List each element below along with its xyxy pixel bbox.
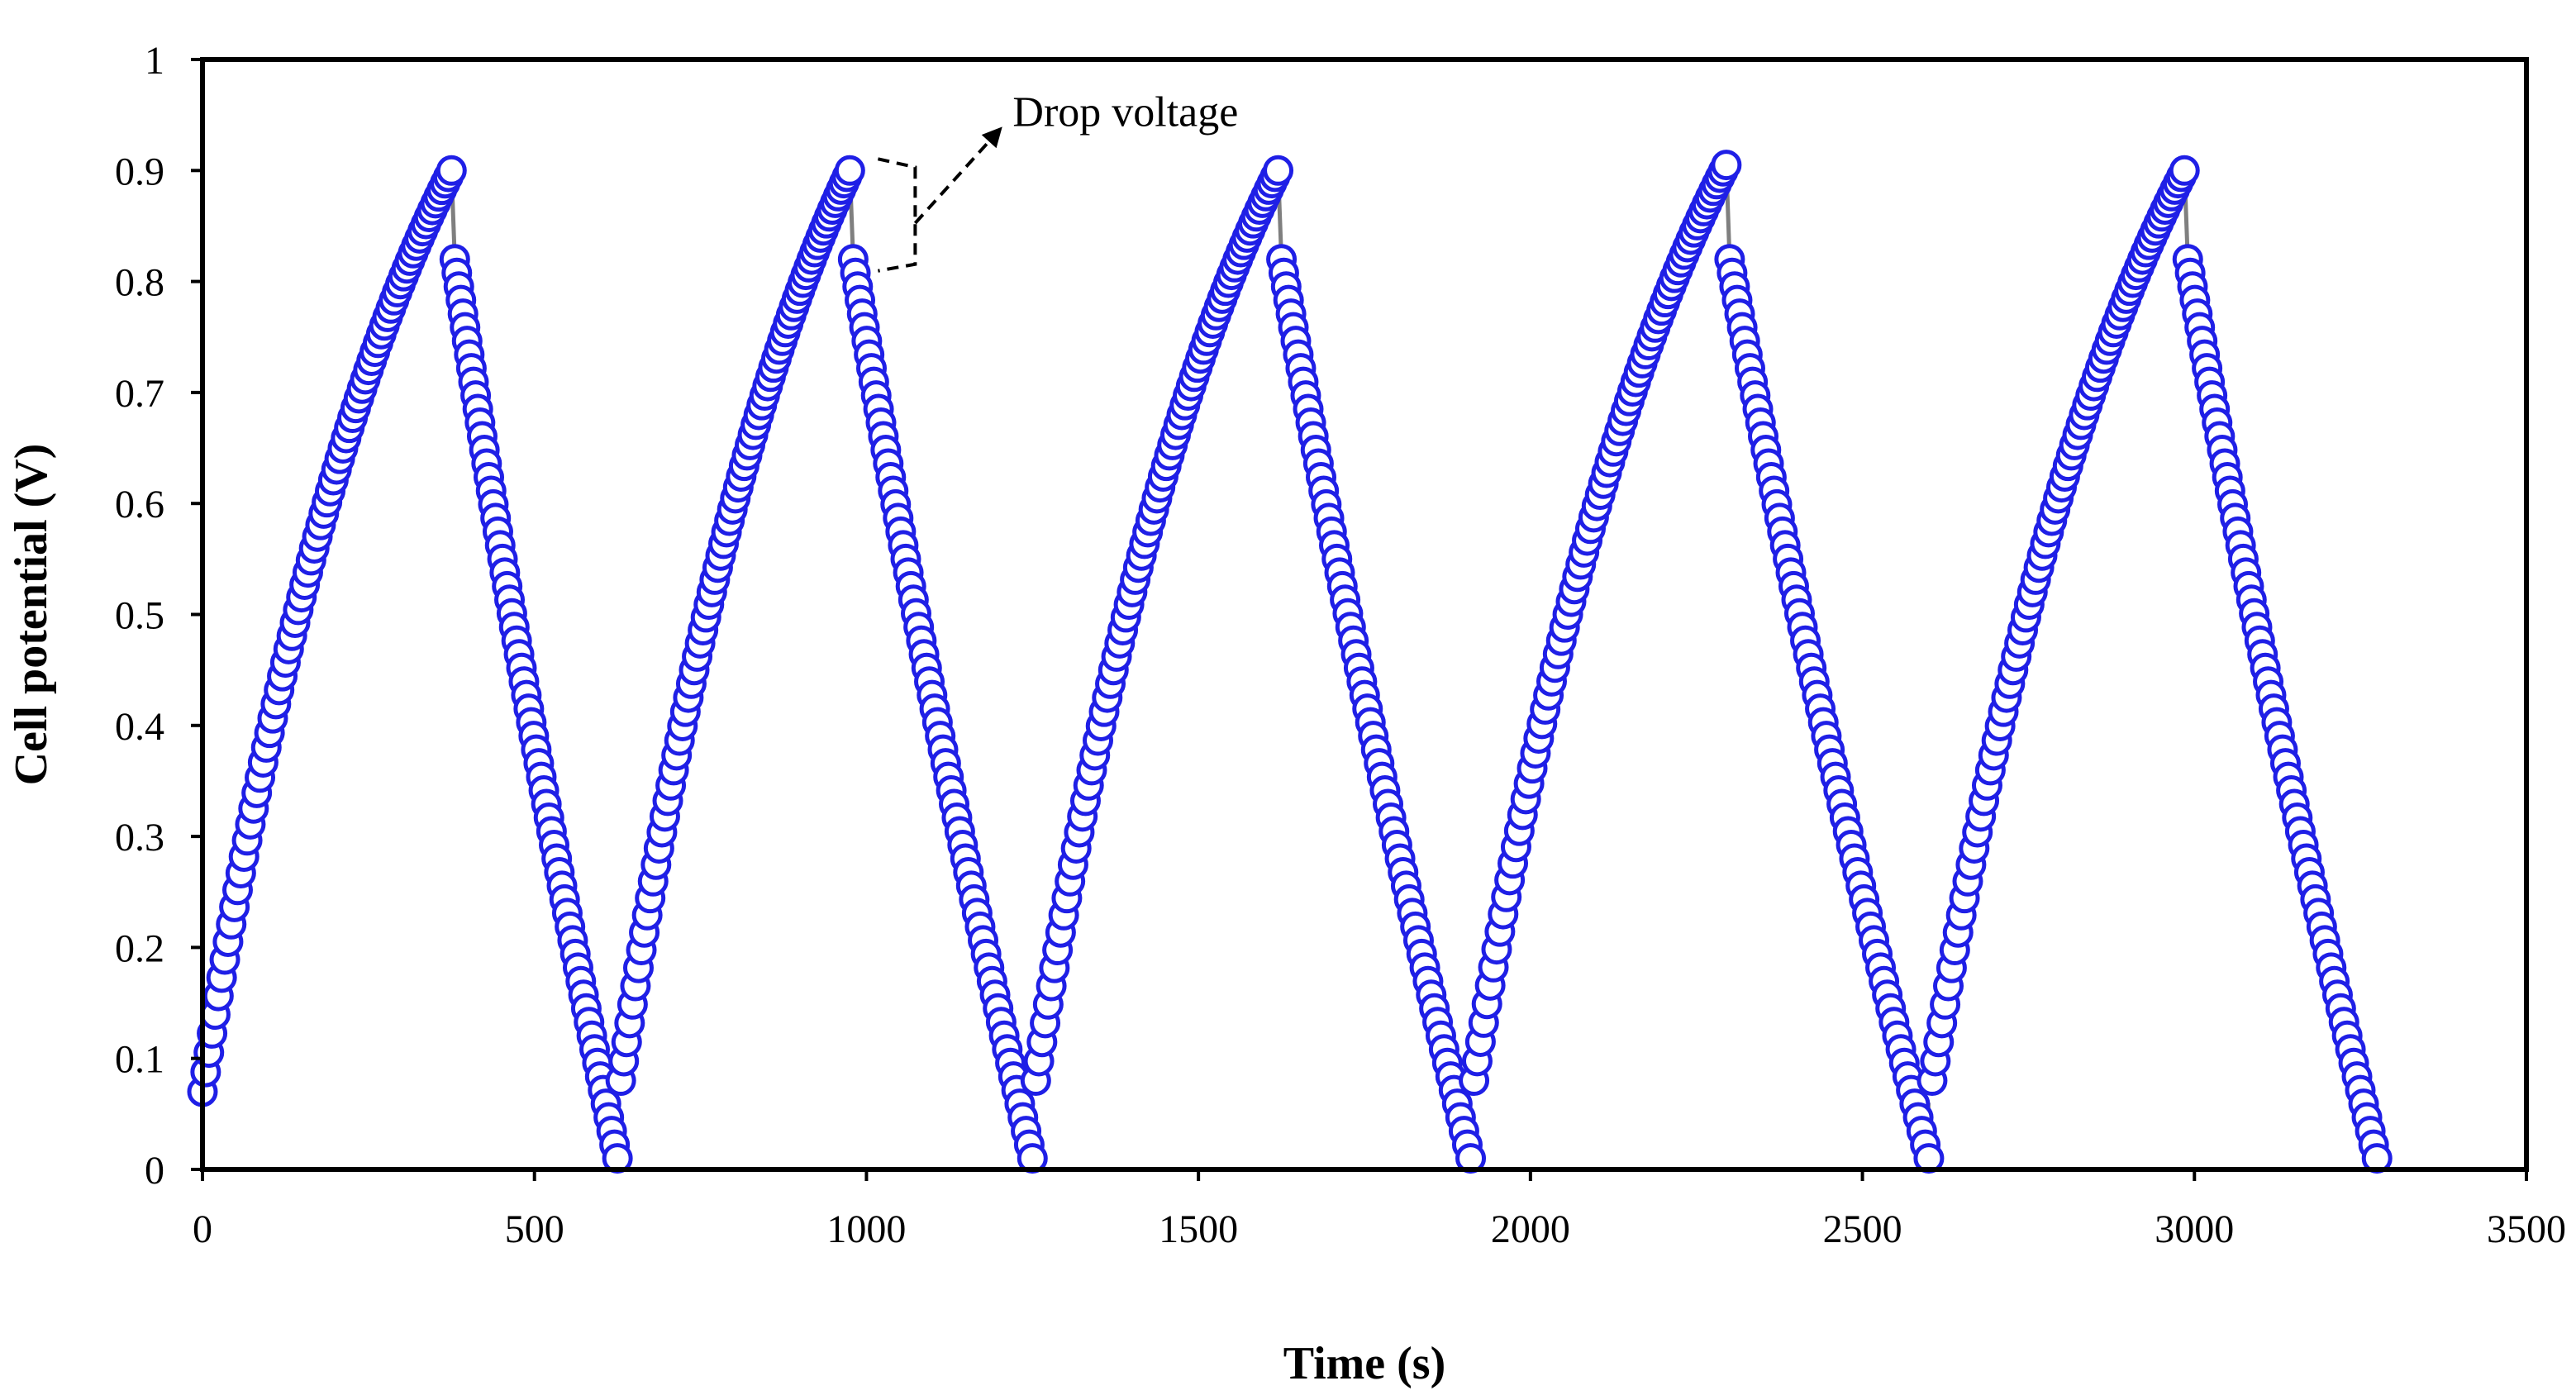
plot-area-frame [200, 57, 2529, 1172]
data-point [1263, 155, 1294, 186]
y-tick-label: 0 [145, 1149, 164, 1193]
x-tick-label: 3500 [2487, 1207, 2566, 1251]
x-tick-label: 2000 [1491, 1207, 1570, 1251]
y-tick-label: 0.2 [115, 926, 164, 970]
data-point [834, 155, 865, 186]
y-axis-title: Cell potential (V) [6, 444, 57, 786]
y-tick-label: 0.1 [115, 1038, 164, 1082]
y-tick-label: 0.7 [115, 372, 164, 416]
y-tick-label: 0.5 [115, 594, 164, 638]
x-tick-label: 2500 [1823, 1207, 1902, 1251]
annotation-arrow [913, 130, 999, 225]
x-tick-label: 3000 [2155, 1207, 2234, 1251]
y-tick-label: 0.8 [115, 261, 164, 305]
y-tick-label: 0.6 [115, 483, 164, 526]
x-tick-label: 0 [193, 1207, 212, 1251]
annotation-group: Drop voltage [877, 89, 1238, 273]
x-tick-label: 1500 [1159, 1207, 1238, 1251]
annotation-bracket [877, 157, 917, 273]
y-tick-label: 1 [145, 39, 164, 83]
y-tick-label: 0.9 [115, 150, 164, 193]
data-points [187, 150, 2393, 1174]
annotation-arrowhead [981, 126, 1002, 149]
x-axis-title: Time (s) [1283, 1338, 1446, 1389]
data-point [436, 155, 467, 186]
x-tick-label: 1000 [826, 1207, 906, 1251]
data-point [2169, 155, 2200, 186]
x-axis-ticks: 0 500 1000 1500 2000 2500 3000 3500 [193, 1169, 2566, 1251]
cycle-connectors [449, 164, 2379, 1159]
y-tick-label: 0.4 [115, 705, 164, 749]
data-point [1711, 150, 1742, 181]
x-tick-label: 500 [505, 1207, 564, 1251]
y-tick-label: 0.3 [115, 816, 164, 860]
y-axis-ticks: 0 0.1 0.2 0.3 0.4 0.5 0.6 0.7 0.8 0.9 1 [115, 39, 202, 1193]
annotation-label: Drop voltage [1012, 89, 1238, 136]
